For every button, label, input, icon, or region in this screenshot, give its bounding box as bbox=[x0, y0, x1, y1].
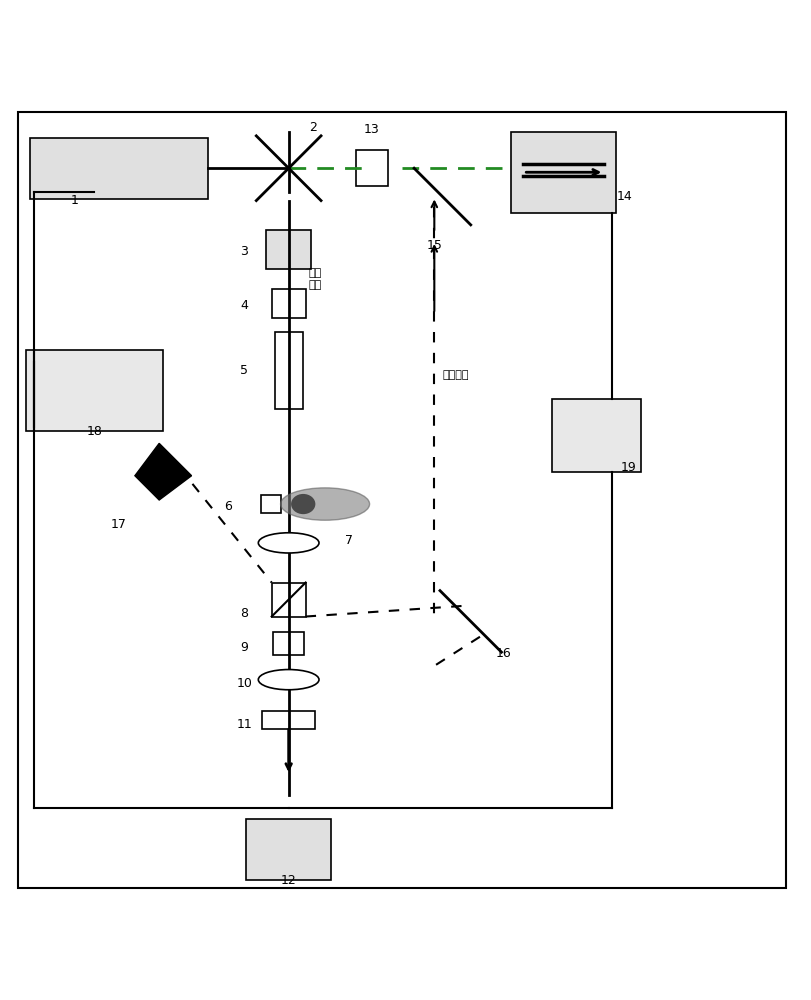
FancyBboxPatch shape bbox=[355, 150, 388, 186]
Text: 4: 4 bbox=[240, 299, 248, 312]
FancyBboxPatch shape bbox=[272, 583, 305, 617]
FancyBboxPatch shape bbox=[262, 711, 315, 729]
Text: 19: 19 bbox=[620, 461, 636, 474]
FancyBboxPatch shape bbox=[511, 132, 616, 213]
Text: 17: 17 bbox=[110, 518, 127, 531]
FancyBboxPatch shape bbox=[551, 399, 640, 472]
Text: 16: 16 bbox=[495, 647, 510, 660]
FancyBboxPatch shape bbox=[246, 819, 331, 880]
Text: 7: 7 bbox=[345, 534, 353, 547]
Text: 6: 6 bbox=[224, 500, 232, 513]
FancyBboxPatch shape bbox=[266, 230, 311, 269]
Ellipse shape bbox=[281, 488, 369, 520]
Text: 12: 12 bbox=[281, 874, 296, 887]
FancyBboxPatch shape bbox=[260, 495, 281, 513]
Text: 18: 18 bbox=[87, 425, 102, 438]
Text: 9: 9 bbox=[240, 641, 248, 654]
Text: 15: 15 bbox=[426, 239, 442, 252]
Text: 3: 3 bbox=[240, 245, 248, 258]
Text: 10: 10 bbox=[236, 677, 251, 690]
Text: 门控光束: 门控光束 bbox=[442, 370, 468, 380]
Polygon shape bbox=[135, 443, 191, 500]
FancyBboxPatch shape bbox=[274, 332, 303, 409]
FancyBboxPatch shape bbox=[273, 632, 303, 655]
Text: 11: 11 bbox=[236, 718, 251, 731]
FancyBboxPatch shape bbox=[26, 350, 163, 431]
Text: 1: 1 bbox=[71, 194, 78, 207]
Text: 8: 8 bbox=[240, 607, 248, 620]
Text: 成像
光束: 成像 光束 bbox=[308, 268, 322, 290]
Ellipse shape bbox=[290, 494, 315, 514]
Text: 2: 2 bbox=[309, 121, 316, 134]
Text: 14: 14 bbox=[616, 190, 632, 203]
FancyBboxPatch shape bbox=[272, 289, 305, 318]
Text: 13: 13 bbox=[363, 123, 380, 136]
Ellipse shape bbox=[258, 670, 319, 690]
FancyBboxPatch shape bbox=[30, 138, 208, 199]
Text: 5: 5 bbox=[240, 364, 248, 377]
Ellipse shape bbox=[258, 533, 319, 553]
